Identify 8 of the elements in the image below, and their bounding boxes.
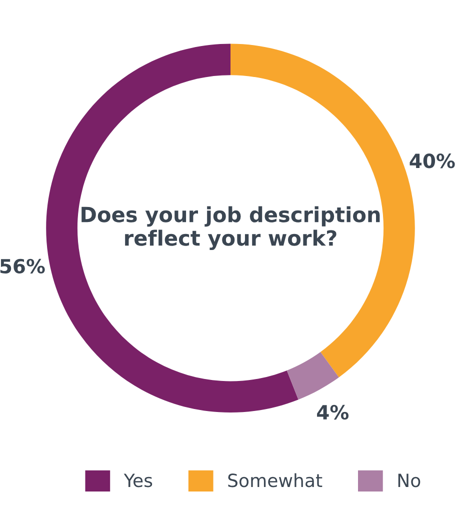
legend-label: No — [398, 474, 420, 488]
legend-label: Yes — [124, 474, 152, 488]
legend-label: Somewhat — [228, 473, 322, 488]
data-label: 56% — [0, 258, 45, 274]
donut-slice — [286, 352, 339, 400]
text: Does your job description reflect your work? — [82, 206, 380, 250]
data-label: 4% — [317, 404, 349, 420]
data-label: 40% — [410, 154, 455, 168]
